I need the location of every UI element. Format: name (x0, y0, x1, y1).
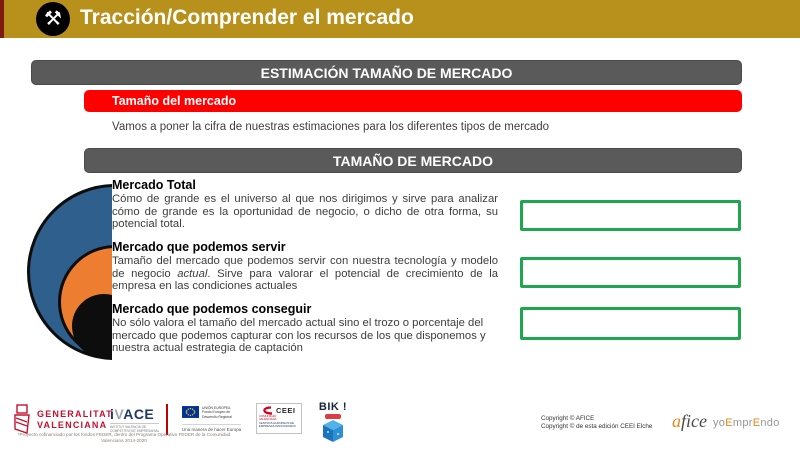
section-body: Tamaño del mercado que podemos servir co… (112, 255, 498, 293)
section-body-pre: Tamaño del mercado que podemos servir co… (112, 255, 498, 280)
eu-feder-logo: UNIÓN EUROPEA Fondo Europeo de Desarroll… (182, 406, 242, 432)
header-accent-stripe (0, 0, 4, 38)
market-size-red-bar: Tamaño del mercado (84, 90, 742, 112)
afice-a: a (672, 411, 681, 431)
ceei-red1: COMUNIDAD (259, 414, 277, 418)
ivace-caption2: COMPETITIVITAT EMPRESARIAL (110, 429, 160, 433)
feder-note-line1: *Proyecto cofinanciado por los fondos FE… (17, 432, 231, 437)
ceei-logo: CEEI COMUNIDAD VALENCIANA CENTROS EUROPE… (256, 403, 302, 434)
eu-flag-icon (182, 406, 199, 418)
intro-text: Vamos a poner la cifra de nuestras estim… (112, 121, 550, 133)
ivace-logo: iVACE INSTITUT VALENCIÀ DE COMPETITIVITA… (110, 406, 160, 433)
yoemp-e1: E (725, 417, 733, 429)
page-title: Tracción/Comprender el mercado (80, 6, 414, 29)
tools-icon-glyph: ⚒ (44, 8, 62, 30)
yoemp-p2: mpr (732, 417, 753, 429)
size-title-bar: TAMAÑO DE MERCADO (84, 148, 742, 173)
estimation-title-bar: ESTIMACIÓN TAMAÑO DE MERCADO (31, 60, 742, 85)
yoemprendo-logo: yoEmprEndo (713, 417, 780, 429)
section-body: Cómo de grande es el universo al que nos… (112, 193, 498, 230)
ceei-swoosh-icon (263, 406, 273, 415)
generalitat-line1: GENERALITAT (37, 409, 113, 419)
market-get-value-box[interactable] (520, 307, 741, 340)
size-title-label: TAMAÑO DE MERCADO (333, 152, 493, 169)
tools-icon: ⚒ (36, 2, 70, 36)
section-market-serve: Mercado que podemos servir Tamaño del me… (112, 240, 498, 293)
yoemp-e2: E (752, 417, 761, 429)
bik-cube-icon (323, 420, 343, 442)
ceei-blue1: CENTROS EUROPEOS DE (259, 420, 294, 425)
copyright-text: Copyright © AFICE Copyright © de esta ed… (541, 415, 652, 431)
ivace-rest: ACE (123, 406, 155, 422)
section-body-post: . Sirve para valorar el potencial de cre… (112, 267, 498, 293)
ivace-i: i (110, 406, 115, 422)
copyright-line1: Copyright © AFICE (541, 415, 595, 422)
generalitat-emblem-icon (14, 404, 30, 434)
ivace-caption1: INSTITUT VALENCIÀ DE (110, 425, 147, 429)
header-bar: ⚒ Tracción/Comprender el mercado (0, 0, 800, 38)
bik-logo: BIK ! (318, 401, 348, 447)
ivace-v: V (114, 406, 124, 422)
market-circles-diagram (20, 178, 112, 362)
ceei-blue2: EMPRESAS INNOVADORAS (259, 424, 296, 429)
market-total-value-box[interactable] (520, 200, 741, 231)
market-size-red-label: Tamaño del mercado (112, 94, 237, 108)
generalitat-valenciana-logo: GENERALITAT VALENCIANA (12, 404, 113, 436)
estimation-title-label: ESTIMACIÓN TAMAÑO DE MERCADO (260, 64, 513, 81)
section-market-get: Mercado que podemos conseguir No sólo va… (112, 302, 498, 355)
market-serve-value-box[interactable] (520, 257, 741, 288)
yoemp-p1: yo (713, 417, 726, 429)
ivace-wordmark: iVACE (110, 406, 159, 422)
generalitat-line2: VALENCIANA (37, 420, 108, 430)
eu-line3: Desarrollo Regional (202, 414, 232, 419)
ceei-red2: VALENCIANA (259, 417, 277, 422)
footer-divider (166, 404, 168, 435)
section-body-italic: actual (177, 267, 208, 280)
afice-rest: fice (681, 411, 707, 431)
feder-note-line2: Valenciana 2014-2020 (101, 438, 147, 443)
bik-wordmark: BIK ! (318, 401, 348, 413)
section-heading: Mercado que podemos servir (112, 240, 286, 254)
section-heading: Mercado que podemos conseguir (112, 302, 312, 316)
eu-line1: UNIÓN EUROPEA (202, 406, 231, 410)
feder-note: *Proyecto cofinanciado por los fondos FE… (15, 432, 233, 444)
eu-line2: Fondo Europeo de (202, 410, 231, 415)
section-market-total: Mercado Total Cómo de grande es el unive… (112, 178, 498, 231)
copyright-line2: Copyright © de esta edición CEEI Elche (541, 422, 653, 430)
section-heading: Mercado Total (112, 178, 196, 192)
section-body: No sólo valora el tamaño del mercado act… (112, 317, 486, 354)
afice-logo: afice (672, 411, 707, 432)
eu-tagline: Una manera de hacer Europa (182, 424, 242, 432)
ceei-wordmark: CEEI (276, 406, 296, 415)
yoemp-p3: ndo (760, 417, 780, 429)
bik-red-tag (325, 414, 341, 419)
